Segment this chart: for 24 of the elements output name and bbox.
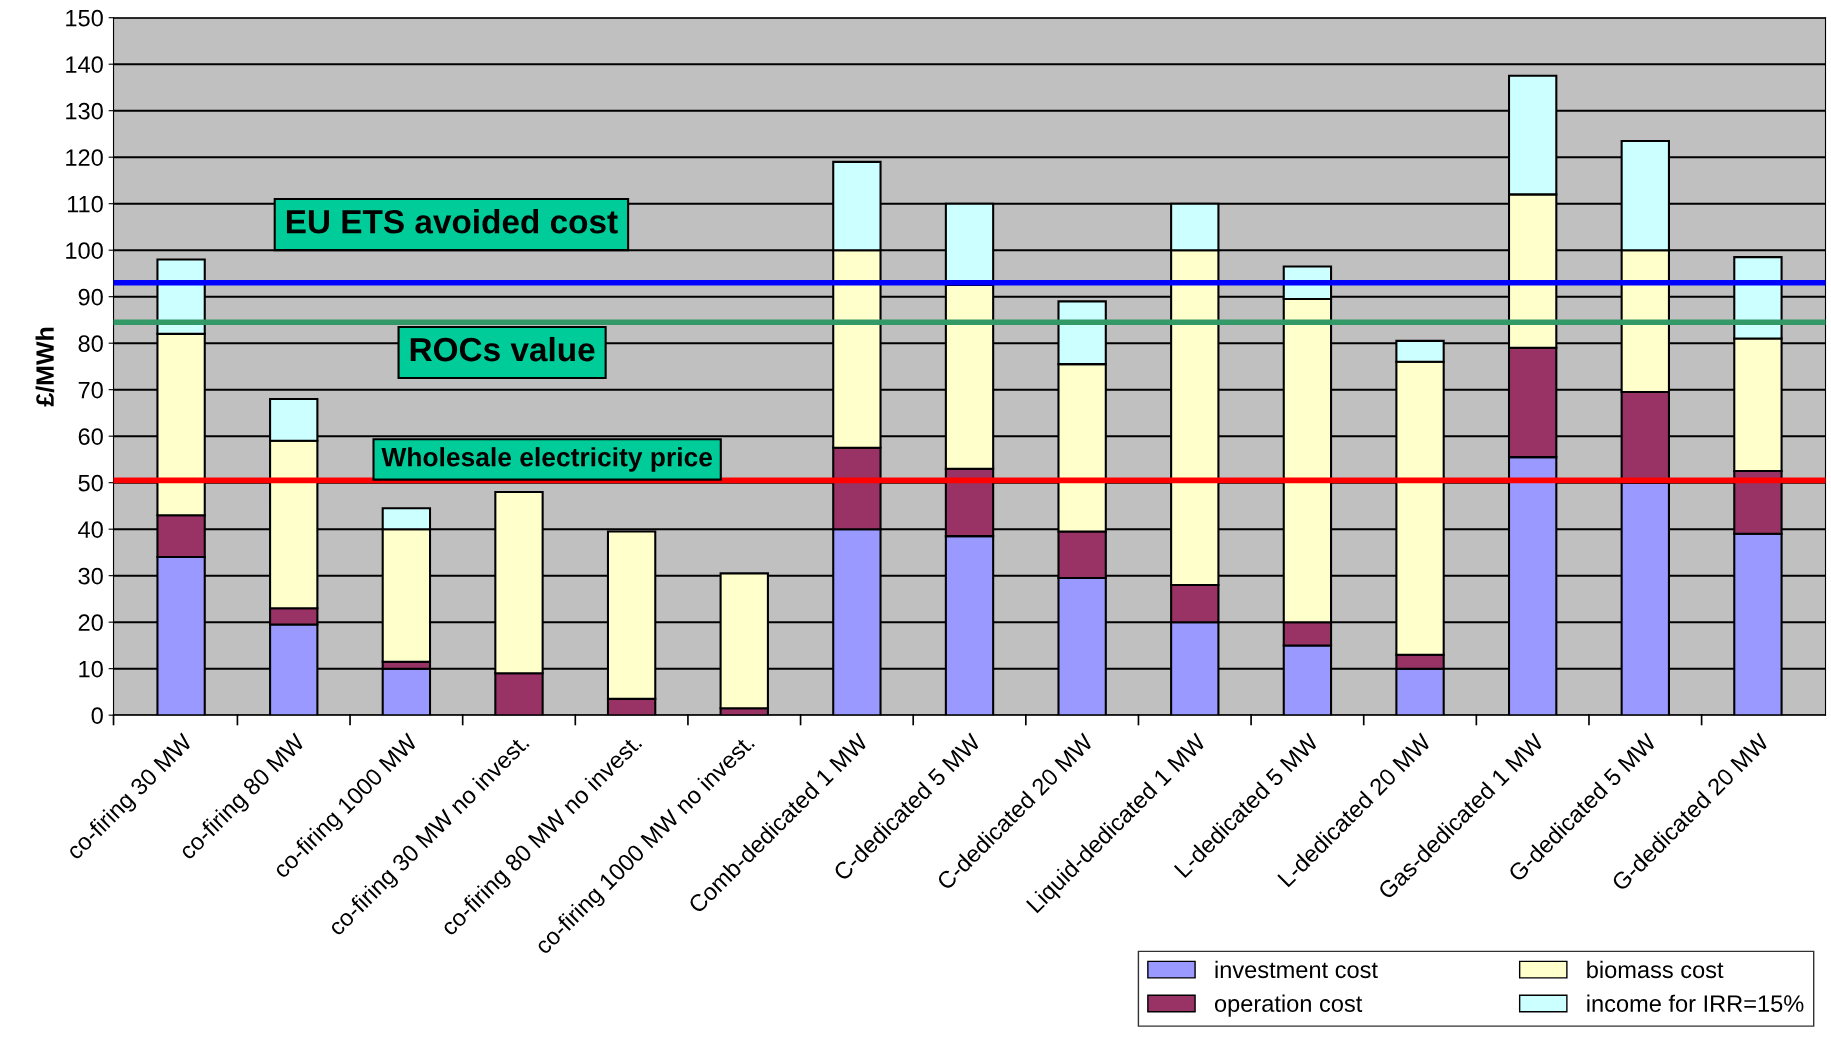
y-tick-label: 140 <box>66 56 103 73</box>
y-tick-label: 100 <box>66 242 103 259</box>
legend-label: operation cost <box>1214 994 1363 1017</box>
y-tick-label: 80 <box>78 335 103 352</box>
y-tick-label: 10 <box>79 660 103 678</box>
y-tick-label: 120 <box>66 149 103 166</box>
ref-line-label: Wholesale electricity price <box>381 447 712 472</box>
y-tick-label: 60 <box>78 428 103 445</box>
ref-line-label: ROCs value <box>410 336 595 362</box>
y-tick-label: 30 <box>78 567 103 585</box>
legend-label: biomass cost <box>1587 960 1724 979</box>
y-tick-label: 90 <box>78 288 103 306</box>
y-tick-label: 50 <box>78 474 103 492</box>
y-tick-label: 20 <box>78 614 103 631</box>
y-tick-label: 150 <box>66 9 103 27</box>
y-tick-label: 130 <box>66 102 103 120</box>
y-axis-title: £/MWh <box>35 327 55 407</box>
y-tick-label: 70 <box>78 381 103 399</box>
legend-label: investment cost <box>1215 960 1378 979</box>
y-tick-label: 0 <box>91 707 103 724</box>
y-tick-label: 40 <box>78 521 103 538</box>
ref-line-label: EU ETS avoided cost <box>286 209 618 234</box>
legend-label: income for IRR=15% <box>1587 994 1804 1012</box>
y-tick-label: 110 <box>67 195 103 213</box>
